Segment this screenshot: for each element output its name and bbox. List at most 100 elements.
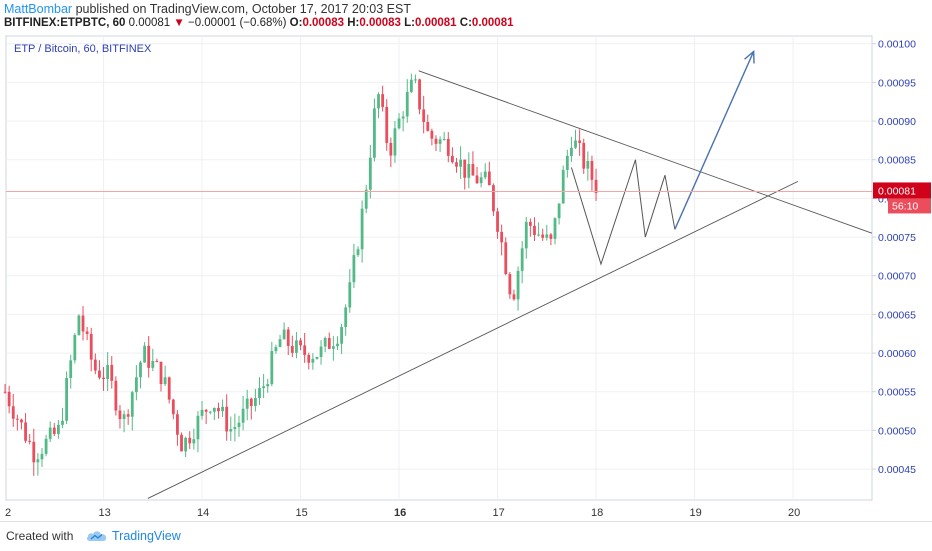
candle-body — [528, 221, 532, 226]
created-with-text: Created with — [6, 529, 74, 543]
candle-body — [574, 140, 577, 148]
y-tick-label: 0.00095 — [878, 77, 916, 89]
last-price-text: 0.00081 — [128, 17, 171, 29]
x-tick-label: 13 — [99, 507, 111, 519]
candle-body — [266, 384, 270, 387]
candle-body — [553, 218, 557, 239]
candle-body — [225, 406, 229, 432]
candle-body — [208, 411, 212, 413]
candle-body — [270, 351, 274, 385]
candle-body — [299, 340, 302, 346]
candle-body — [373, 108, 376, 158]
candle-body — [315, 356, 319, 359]
candle-body — [85, 331, 89, 334]
candle-body — [471, 164, 475, 176]
candle-body — [487, 171, 491, 186]
candle-body — [200, 409, 204, 416]
price-axis[interactable]: 0.00045 0.00050 0.00055 0.00060 0.00065 0.000… — [872, 39, 931, 476]
projection-arrowhead-icon — [744, 49, 755, 64]
candle-body — [524, 221, 528, 249]
ascending-trendline[interactable] — [147, 180, 799, 499]
author-link[interactable]: MattBombar — [4, 2, 73, 16]
candle-body — [409, 79, 413, 92]
candle-body — [438, 139, 442, 144]
candle-body — [483, 171, 487, 178]
candle-body — [11, 406, 15, 419]
candle-body — [81, 315, 85, 332]
candle-body — [171, 399, 175, 415]
candle-body — [73, 335, 77, 361]
countdown-badge — [888, 198, 931, 214]
candle-body — [241, 408, 245, 423]
candle-body — [446, 138, 450, 156]
candle-body — [561, 169, 565, 204]
candle-body — [56, 424, 60, 434]
candle-body — [586, 161, 590, 169]
candle-body — [467, 164, 471, 178]
candle-body — [36, 459, 40, 463]
open-value: 0.00083 — [302, 17, 345, 29]
candle-body — [249, 398, 253, 407]
candle-body — [496, 211, 499, 232]
candle-body — [258, 388, 261, 398]
candle-body — [570, 147, 573, 156]
candle-body — [98, 370, 101, 378]
x-tick-label: 14 — [197, 507, 209, 519]
time-axis[interactable]: 2 13 14 15 16 17 18 19 20 — [5, 507, 800, 519]
price-chart[interactable]: 0.00045 0.00050 0.00055 0.00060 0.00065 0.000… — [0, 34, 932, 521]
candle-body — [516, 270, 520, 300]
projection-zigzag[interactable] — [570, 159, 676, 266]
candle-body — [110, 364, 114, 381]
candle-body — [20, 419, 23, 423]
tradingview-brand[interactable]: TradingView — [112, 529, 181, 543]
candle-body — [245, 398, 249, 409]
candle-body — [336, 343, 339, 347]
chart-frame — [5, 35, 873, 501]
candle-body — [282, 329, 286, 340]
high-label: H: — [347, 17, 360, 29]
close-label: C: — [459, 17, 472, 29]
candle-body — [340, 327, 343, 344]
low-value: 0.00081 — [415, 17, 457, 29]
y-tick-label: 0.00100 — [878, 39, 916, 51]
close-value: 0.00081 — [471, 17, 514, 29]
candle-body — [130, 392, 134, 417]
candle-body — [459, 159, 463, 167]
candle-body — [48, 427, 52, 439]
candle-body — [500, 231, 504, 243]
candle-body — [582, 142, 586, 169]
y-tick-label: 0.00065 — [878, 309, 916, 321]
candle-body — [192, 439, 196, 444]
candle-body — [393, 128, 397, 156]
candle-body — [307, 354, 311, 363]
open-label: O: — [289, 17, 303, 29]
projection-arrow-line[interactable] — [674, 51, 755, 230]
y-tick-label: 0.00045 — [878, 464, 916, 476]
candle-body — [463, 159, 467, 178]
candle-body — [44, 438, 48, 454]
candle-body — [479, 177, 483, 184]
candle-body — [348, 282, 352, 308]
candle-body — [40, 453, 44, 460]
candle-body — [93, 359, 97, 371]
candle-body — [450, 155, 454, 163]
candle-body — [184, 437, 188, 452]
candle-body — [430, 130, 434, 139]
candle-body — [237, 422, 241, 428]
descending-trendline[interactable] — [418, 70, 872, 234]
candle-body — [77, 315, 81, 336]
candle-body — [89, 333, 93, 360]
candle-body — [114, 380, 118, 411]
down-arrow-icon: ▼ — [173, 17, 185, 29]
y-tick-label: 0.00050 — [878, 425, 916, 437]
candle-body — [368, 157, 372, 190]
x-tick-label: 18 — [591, 507, 603, 519]
high-value: 0.00083 — [359, 17, 401, 29]
candle-body — [442, 138, 446, 140]
candle-body — [385, 106, 389, 143]
candle-body — [106, 364, 110, 380]
candle-body — [418, 79, 421, 110]
candle-body — [414, 79, 417, 81]
y-tick-label: 0.00085 — [878, 155, 916, 167]
candle-body — [118, 410, 122, 419]
